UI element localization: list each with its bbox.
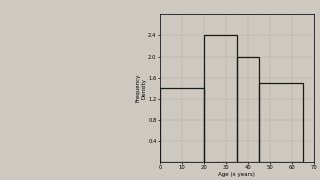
Bar — [237, 57, 259, 162]
Bar — [259, 83, 303, 162]
Bar — [160, 88, 204, 162]
X-axis label: Age (x years): Age (x years) — [218, 172, 255, 177]
Y-axis label: Frequency
Density: Frequency Density — [136, 74, 147, 102]
Bar — [204, 35, 237, 162]
